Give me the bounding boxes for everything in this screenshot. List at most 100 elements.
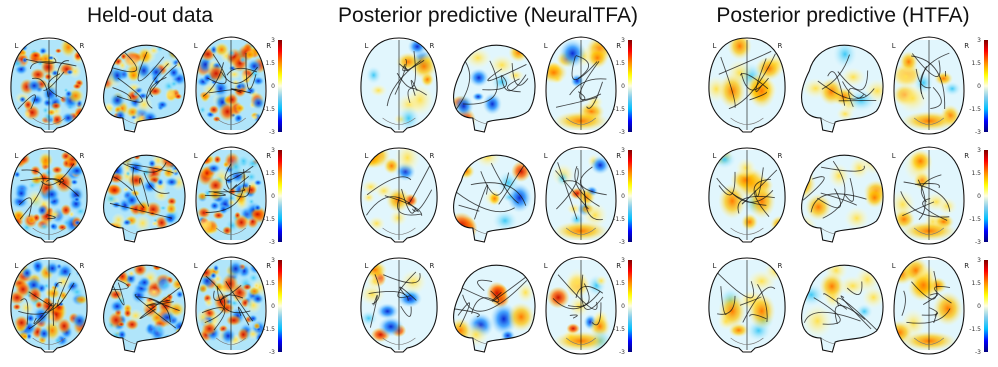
brain-panel-neuraltfa-row-1: L R L R31.50-1.5-3 xyxy=(360,36,632,136)
hemisphere-label-right: R xyxy=(429,152,434,160)
brain-panel-neuraltfa-row-2: L R L R31.50-1.5-3 xyxy=(360,146,632,246)
hemisphere-label-right: R xyxy=(79,262,84,270)
axial-view-htfa-row-2 xyxy=(893,146,965,245)
colorbar-tick-label: 1.5 xyxy=(615,60,625,67)
colorbar-tick-label: -3 xyxy=(975,239,981,246)
coronal-view-htfa-row-1 xyxy=(708,37,786,133)
hemisphere-label-left: L xyxy=(544,262,548,270)
hemisphere-label-right: R xyxy=(429,42,434,50)
sagittal-view-neuraltfa-row-2 xyxy=(453,154,536,243)
hemisphere-label-right: R xyxy=(777,152,782,160)
coronal-view-heldout-row-1 xyxy=(10,37,88,133)
colorbar-tick-label: 3 xyxy=(621,257,625,264)
colorbar-tick-label: 3 xyxy=(977,147,981,154)
hemisphere-label-left: L xyxy=(713,152,717,160)
axial-view-heldout-row-3 xyxy=(195,256,267,355)
colorbar: 3 1.5 0 -1.5 -3 xyxy=(969,37,988,136)
brain-panel-heldout-row-3: L R L R31.50-1.5-3 xyxy=(10,256,282,356)
hemisphere-label-right: R xyxy=(79,152,84,160)
colorbar-tick-label: 3 xyxy=(271,257,275,264)
brain-panel-neuraltfa-row-3: L R L R31.50-1.5-3 xyxy=(360,256,632,356)
hemisphere-label-right: R xyxy=(964,152,969,160)
colorbar-tick-label: -3 xyxy=(269,349,275,356)
hemisphere-label-right: R xyxy=(964,262,969,270)
hemisphere-label-left: L xyxy=(892,262,896,270)
colorbar-tick-label: 3 xyxy=(977,257,981,264)
hemisphere-label-right: R xyxy=(616,42,621,50)
hemisphere-label-left: L xyxy=(365,42,369,50)
hemisphere-label-left: L xyxy=(365,152,369,160)
colorbar-tick-label: 1.5 xyxy=(615,170,625,177)
colorbar-tick-label: -1.5 xyxy=(263,106,275,113)
colorbar-tick-label: 1.5 xyxy=(265,170,275,177)
hemisphere-label-left: L xyxy=(544,42,548,50)
hemisphere-label-right: R xyxy=(964,42,969,50)
hemisphere-label-left: L xyxy=(713,262,717,270)
colorbar-tick-label: 0 xyxy=(977,193,981,200)
colorbar-tick-label: 1.5 xyxy=(971,170,981,177)
colorbar-tick-label: 1.5 xyxy=(265,60,275,67)
colorbar-tick-label: 0 xyxy=(271,83,275,90)
hemisphere-label-left: L xyxy=(713,42,717,50)
sagittal-view-neuraltfa-row-3 xyxy=(453,264,536,353)
hemisphere-label-right: R xyxy=(616,152,621,160)
brain-panel-htfa-row-2: L R L R 3 1.5 0 -1.5 -3 xyxy=(708,146,988,246)
hemisphere-label-left: L xyxy=(892,152,896,160)
column-title-neuraltfa: Posterior predictive (NeuralTFA) xyxy=(338,4,638,27)
colorbar-tick-label: -1.5 xyxy=(613,106,625,113)
sagittal-view-neuraltfa-row-1 xyxy=(453,44,536,133)
hemisphere-label-right: R xyxy=(777,42,782,50)
colorbar-tick-label: 0 xyxy=(977,83,981,90)
sagittal-view-heldout-row-3 xyxy=(103,264,186,353)
colorbar-tick-label: -3 xyxy=(619,239,625,246)
colorbar-tick-label: 3 xyxy=(271,37,275,44)
colorbar: 3 1.5 0 -1.5 -3 xyxy=(263,147,282,246)
colorbar-tick-label: 0 xyxy=(271,303,275,310)
hemisphere-label-left: L xyxy=(194,152,198,160)
brain-panel-htfa-row-3: L R L R 3 1.5 0 -1.5 -3 xyxy=(708,256,988,356)
colorbar-tick-label: -1.5 xyxy=(263,216,275,223)
axial-view-neuraltfa-row-2 xyxy=(545,146,617,245)
colorbar-tick-label: -3 xyxy=(975,129,981,136)
colorbar-tick-label: 1.5 xyxy=(971,60,981,67)
coronal-view-heldout-row-3 xyxy=(10,257,88,353)
hemisphere-label-left: L xyxy=(365,262,369,270)
colorbar-tick-label: 1.5 xyxy=(615,280,625,287)
hemisphere-label-left: L xyxy=(544,152,548,160)
axial-view-htfa-row-3 xyxy=(893,256,965,355)
coronal-view-neuraltfa-row-1 xyxy=(360,37,438,133)
colorbar: 3 1.5 0 -1.5 -3 xyxy=(613,147,632,246)
colorbar-tick-label: 0 xyxy=(621,193,625,200)
hemisphere-label-left: L xyxy=(194,262,198,270)
colorbar-tick-label: 3 xyxy=(977,37,981,44)
colorbar-tick-label: 0 xyxy=(977,303,981,310)
axial-view-neuraltfa-row-3 xyxy=(545,256,617,355)
axial-view-neuraltfa-row-1 xyxy=(545,36,617,135)
sagittal-view-htfa-row-3 xyxy=(801,264,884,353)
hemisphere-label-right: R xyxy=(266,152,271,160)
colorbar: 3 1.5 0 -1.5 -3 xyxy=(613,37,632,136)
colorbar-tick-label: -1.5 xyxy=(613,326,625,333)
brain-panel-heldout-row-2: L R L R31.50-1.5-3 xyxy=(10,146,282,246)
colorbar: 3 1.5 0 -1.5 -3 xyxy=(969,147,988,246)
sagittal-view-heldout-row-1 xyxy=(103,44,186,133)
axial-view-heldout-row-1 xyxy=(195,36,267,135)
colorbar-tick-label: -1.5 xyxy=(969,106,981,113)
sagittal-view-htfa-row-1 xyxy=(801,44,884,133)
coronal-view-htfa-row-3 xyxy=(708,257,786,353)
colorbar-tick-label: -3 xyxy=(975,349,981,356)
colorbar-tick-label: 3 xyxy=(621,37,625,44)
hemisphere-label-right: R xyxy=(429,262,434,270)
axial-view-heldout-row-2 xyxy=(195,146,267,245)
hemisphere-label-right: R xyxy=(616,262,621,270)
hemisphere-label-right: R xyxy=(266,262,271,270)
coronal-view-htfa-row-2 xyxy=(708,147,786,243)
colorbar: 3 1.5 0 -1.5 -3 xyxy=(263,37,282,136)
coronal-view-neuraltfa-row-2 xyxy=(360,147,438,243)
colorbar: 3 1.5 0 -1.5 -3 xyxy=(613,257,632,356)
hemisphere-label-left: L xyxy=(194,42,198,50)
brain-panel-heldout-row-1: L R L R31.50-1.5-3 xyxy=(10,36,282,136)
colorbar-tick-label: 3 xyxy=(271,147,275,154)
colorbar-tick-label: -3 xyxy=(269,129,275,136)
hemisphere-label-left: L xyxy=(15,262,19,270)
